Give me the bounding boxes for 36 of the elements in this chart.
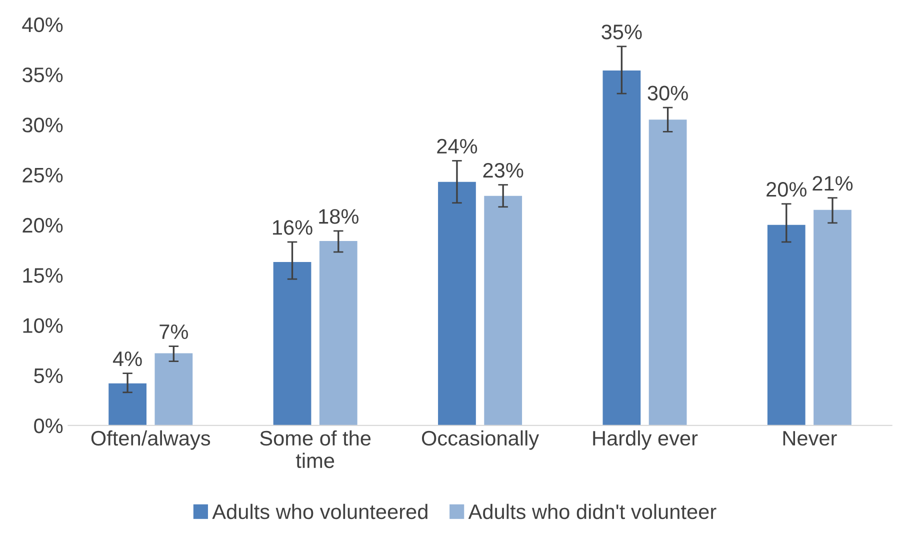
x-tick-label: Occasionally bbox=[422, 430, 540, 450]
bar bbox=[767, 224, 806, 426]
y-tick-label: 0% bbox=[34, 418, 63, 434]
y-tick-label: 35% bbox=[22, 68, 63, 82]
bar bbox=[273, 262, 312, 426]
data-label: 23% bbox=[483, 162, 524, 178]
legend-label: Adults who volunteered bbox=[212, 504, 428, 520]
y-tick-label: 30% bbox=[22, 118, 63, 132]
x-tick-label: Hardly ever bbox=[593, 430, 698, 450]
data-label: 4% bbox=[112, 352, 142, 366]
bar bbox=[154, 353, 193, 426]
data-label: 30% bbox=[648, 86, 688, 100]
y-tick-label: 20% bbox=[22, 218, 63, 233]
data-label: 35% bbox=[602, 24, 642, 40]
y-tick-label: 25% bbox=[22, 168, 63, 183]
y-tick-label: 5% bbox=[34, 368, 63, 384]
y-tick-label: 10% bbox=[23, 318, 63, 333]
bar bbox=[602, 70, 641, 426]
bar bbox=[484, 196, 522, 426]
x-tick-label: Some of the time bbox=[260, 430, 371, 468]
data-label: 20% bbox=[766, 182, 806, 197]
bar bbox=[648, 120, 687, 426]
bar bbox=[814, 210, 852, 426]
legend-label: Adults who didn't volunteer bbox=[468, 504, 716, 520]
data-label: 24% bbox=[437, 138, 478, 154]
data-label: 16% bbox=[272, 220, 312, 235]
bar bbox=[319, 240, 358, 426]
data-label: 21% bbox=[812, 176, 853, 191]
y-tick-label: 15% bbox=[23, 268, 63, 283]
y-tick-label: 40% bbox=[22, 17, 63, 32]
data-label: 18% bbox=[319, 209, 358, 224]
data-label: 7% bbox=[160, 324, 188, 340]
bar bbox=[108, 383, 146, 426]
x-tick-label: Often/always bbox=[91, 430, 210, 450]
bar bbox=[438, 182, 476, 426]
x-tick-label: Never bbox=[783, 431, 837, 446]
